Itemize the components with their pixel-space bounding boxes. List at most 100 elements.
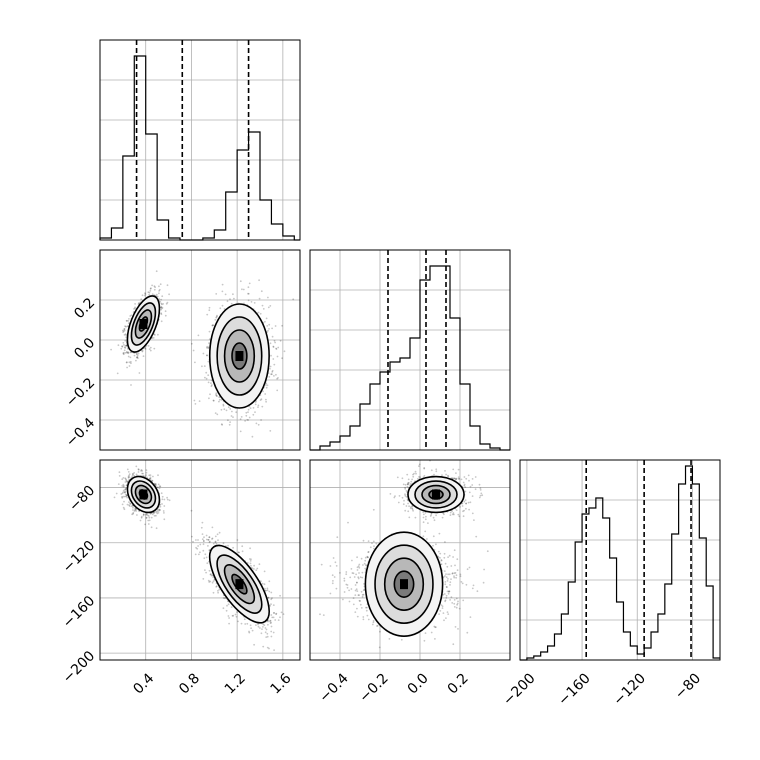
density-panel-3-point	[396, 476, 399, 479]
density-panel-3-point	[453, 513, 455, 516]
density-panel-1-point	[147, 291, 150, 293]
density-panel-2-point	[202, 549, 205, 552]
density-panel-1-point	[208, 397, 210, 400]
density-panel-1-point	[277, 377, 279, 379]
density-panel-2-point	[208, 581, 211, 583]
density-panel-3-point	[453, 599, 456, 601]
density-panel-3-point	[406, 485, 409, 488]
density-panel-1-point	[144, 293, 147, 295]
density-panel-1-point	[126, 366, 128, 369]
density-panel-2-point	[124, 477, 127, 480]
density-panel-1-point	[151, 293, 154, 295]
density-panel-1-point	[265, 384, 267, 386]
density-panel-1-point	[281, 324, 283, 327]
density-panel-1-contour	[138, 316, 149, 332]
density-panel-2-point	[124, 488, 127, 491]
density-panel-3-point	[332, 580, 334, 582]
density-panel-2-point	[214, 540, 217, 543]
density-panel-2-point	[125, 495, 128, 497]
density-panel-1-point	[245, 414, 248, 417]
density-panel-3-point	[452, 477, 455, 480]
density-panel-1-point	[251, 435, 254, 438]
density-panel-3-point	[345, 583, 348, 586]
hist-panel-3	[519, 459, 721, 661]
density-panel-2-point	[215, 586, 218, 588]
density-panel-2-point	[250, 564, 252, 567]
density-panel-3-point	[453, 576, 456, 579]
density-panel-2-point	[208, 549, 211, 551]
density-panel-3-point	[369, 546, 372, 549]
density-panel-1-point	[257, 404, 260, 407]
density-panel-1-point	[264, 393, 267, 395]
density-panel-2-point	[135, 465, 138, 468]
density-panel-3-point	[464, 486, 467, 488]
density-panel-2-point	[121, 492, 124, 495]
density-panel-3-point	[410, 506, 412, 508]
density-panel-2-point	[124, 481, 127, 483]
density-panel-1-point	[125, 361, 128, 363]
density-panel-3-point	[448, 573, 451, 576]
density-panel-3-point	[479, 487, 482, 490]
density-panel-2-point	[214, 541, 217, 544]
density-panel-2-point	[257, 625, 260, 628]
density-panel-1-point	[206, 346, 208, 349]
density-panel-1-point	[130, 362, 132, 365]
density-panel-1-point	[156, 295, 159, 298]
density-panel-1-point	[136, 353, 138, 356]
density-panel-3-point	[358, 566, 361, 569]
density-panel-2-point	[240, 622, 243, 625]
density-panel-2-point	[155, 511, 158, 513]
density-panel-2-point	[253, 643, 256, 646]
density-panel-3-point	[363, 583, 365, 585]
density-panel-1-point	[123, 344, 125, 346]
density-panel-2-point	[270, 630, 273, 633]
density-panel-2-ytick-label-3: −80	[66, 483, 98, 515]
density-panel-2-point	[149, 512, 152, 515]
density-panel-3-point	[415, 472, 417, 475]
density-panel-3-point	[463, 500, 466, 503]
density-panel-3-point	[452, 556, 454, 558]
density-panel-3-point	[439, 557, 441, 559]
density-panel-2-point	[140, 515, 143, 518]
density-panel-2-point	[140, 516, 143, 519]
density-panel-2-point	[198, 553, 200, 556]
density-panel-2-point	[157, 483, 160, 486]
density-panel-1-point	[269, 305, 272, 307]
density-panel-2-point	[267, 623, 269, 626]
hist-panel-3-histogram	[520, 465, 720, 661]
density-panel-2-ytick-label-0: −200	[60, 648, 99, 687]
density-panel-3-point	[406, 473, 409, 476]
density-panel-3-point	[475, 535, 478, 538]
density-panel-3-contour	[407, 475, 465, 514]
density-panel-3-point	[447, 573, 449, 576]
density-panel-3-point	[404, 486, 406, 489]
density-panel-1-point	[258, 279, 260, 282]
density-panel-2-point	[124, 488, 127, 490]
density-panel-1-point	[125, 361, 128, 364]
density-panel-2-point	[225, 609, 228, 612]
density-panel-3-point	[411, 508, 414, 511]
density-panel-2-point	[232, 546, 235, 549]
density-panel-2-point	[155, 527, 158, 530]
density-panel-3-point	[345, 571, 348, 573]
density-panel-1-point	[136, 356, 138, 359]
density-panel-3-point	[451, 510, 453, 512]
density-panel-3-point	[352, 597, 355, 599]
density-panel-1-point	[274, 325, 277, 327]
density-panel-2-point	[113, 496, 116, 499]
density-panel-2-point	[161, 495, 164, 498]
density-panel-2-point	[192, 540, 194, 543]
density-panel-3-point	[441, 607, 444, 609]
density-panel-3-contour	[364, 531, 444, 637]
density-panel-2-density-peak	[235, 579, 244, 590]
density-panel-2-point	[262, 626, 264, 628]
density-panel-2-point	[148, 474, 151, 477]
density-panel-1-point	[158, 298, 161, 300]
density-panel-3-point	[414, 470, 417, 473]
density-panel-1-point	[239, 430, 242, 433]
density-panel-1-point	[127, 318, 130, 320]
density-panel-2-point	[191, 535, 193, 538]
density-panel-3-point	[345, 573, 348, 576]
density-panel-2-point	[131, 472, 134, 475]
density-panel-3-point	[448, 590, 451, 593]
